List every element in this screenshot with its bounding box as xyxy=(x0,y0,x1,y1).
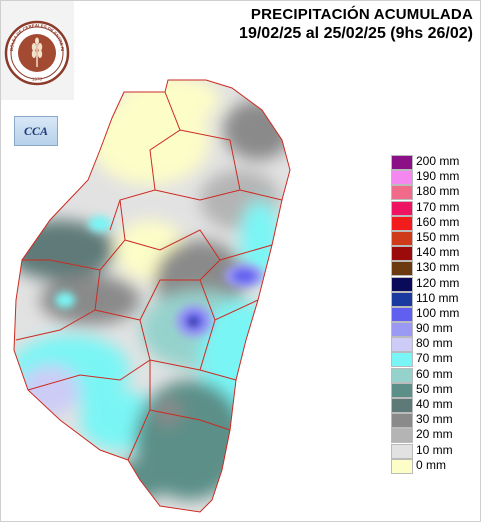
legend-label: 70 mm xyxy=(416,351,453,366)
legend-swatch xyxy=(391,246,413,262)
legend-swatch xyxy=(391,413,413,429)
legend-label: 140 mm xyxy=(416,245,460,260)
precipitation-field xyxy=(14,80,290,512)
legend-swatch xyxy=(391,443,413,459)
legend-swatch xyxy=(391,200,413,216)
legend-label: 100 mm xyxy=(416,305,460,320)
legend-swatch xyxy=(391,352,413,368)
legend-swatch xyxy=(391,367,413,383)
legend-label: 190 mm xyxy=(416,169,460,184)
legend-swatch xyxy=(391,337,413,353)
legend-swatch xyxy=(391,306,413,322)
cca-badge-text: CCA xyxy=(23,123,48,138)
logo-panel: BOLSA DE CEREALES DE ENTRE RIOS 1978 xyxy=(0,0,74,100)
bolsa-cereales-logo: BOLSA DE CEREALES DE ENTRE RIOS 1978 xyxy=(0,0,70,86)
legend-swatch xyxy=(391,276,413,292)
map-date-range: 19/02/25 al 25/02/25 (9hs 26/02) xyxy=(239,25,473,42)
map-title-block: PRECIPITACIÓN ACUMULADA 19/02/25 al 25/0… xyxy=(239,6,473,44)
wheat-emblem-icon xyxy=(31,37,43,67)
legend-swatch xyxy=(391,170,413,186)
legend-label: 200 mm xyxy=(416,154,460,168)
legend-label: 160 mm xyxy=(416,214,460,229)
legend-label: 130 mm xyxy=(416,260,460,275)
legend-swatch xyxy=(391,291,413,307)
legend-label: 20 mm xyxy=(416,427,453,442)
cca-badge: CCA xyxy=(14,116,58,146)
legend-swatch xyxy=(391,458,413,474)
legend-label: 150 mm xyxy=(416,229,460,244)
logo-year: 1978 xyxy=(32,77,43,82)
legend-swatch xyxy=(391,215,413,231)
legend-label: 40 mm xyxy=(416,397,453,411)
legend-swatch xyxy=(391,261,413,277)
map-title: PRECIPITACIÓN ACUMULADA xyxy=(250,6,473,23)
legend-label: 90 mm xyxy=(416,321,453,336)
legend-label: 30 mm xyxy=(416,412,453,427)
legend-label: 80 mm xyxy=(416,336,453,351)
legend-swatch xyxy=(391,382,413,398)
legend-swatch xyxy=(391,155,413,170)
legend-swatch xyxy=(391,428,413,444)
legend-swatch xyxy=(391,185,413,201)
department-borders xyxy=(13,79,291,513)
legend-swatch xyxy=(391,398,413,413)
legend-label: 120 mm xyxy=(416,275,460,290)
legend-label: 110 mm xyxy=(416,290,459,305)
legend-label: 170 mm xyxy=(416,199,460,214)
legend-swatch xyxy=(391,230,413,246)
legend-label: 0 mm xyxy=(416,457,446,472)
legend-swatch xyxy=(391,322,413,338)
legend-label: 50 mm xyxy=(416,381,453,396)
legend-label: 180 mm xyxy=(416,184,460,199)
legend-label: 10 mm xyxy=(416,442,453,457)
legend-label: 60 mm xyxy=(416,366,453,381)
